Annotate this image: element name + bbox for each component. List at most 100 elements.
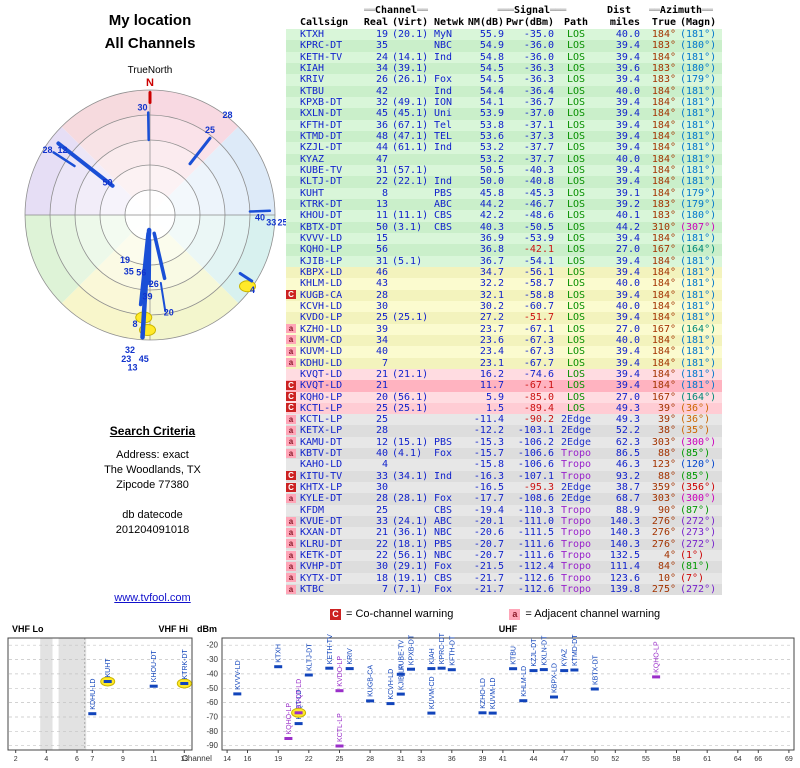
station-callsign-label: KCTL-LP	[337, 713, 344, 742]
station-row: C KCTL-LP 25 (25.1) 1.5 -89.4 LOS 49.3 39° (36°)	[286, 402, 722, 415]
power-dbm: -112.4	[517, 561, 554, 573]
distance-miles: 27.0	[615, 323, 640, 335]
distance-miles: 40.0	[615, 334, 640, 346]
tvfool-link[interactable]: www.tvfool.com	[114, 592, 191, 604]
station-signal-bar	[509, 667, 518, 671]
adjacent-channel-warning-icon: a	[286, 516, 296, 526]
virtual-channel: (57.1)	[392, 164, 429, 176]
search-criteria-title: Search Criteria	[109, 424, 196, 438]
distance-miles: 40.0	[615, 278, 640, 290]
station-callsign-label: KXLN-DT	[541, 635, 548, 666]
x-tick-label: 11	[150, 756, 157, 763]
power-dbm: -110.3	[517, 504, 554, 516]
warning-marker	[286, 210, 300, 221]
compass-sector	[24, 215, 150, 304]
noise-margin-db: 44.2	[479, 198, 504, 210]
azimuth-magnetic: (179°)	[680, 187, 717, 199]
x-tick-label: 41	[499, 756, 507, 763]
signal-path: LOS	[566, 164, 586, 176]
signal-path: Tropo	[560, 504, 592, 516]
x-tick-label: 55	[642, 756, 650, 763]
virtual-channel	[388, 199, 430, 210]
noise-margin-db: -21.7	[473, 572, 504, 584]
search-zipcode: Zipcode 77380	[116, 479, 189, 491]
signal-path: 2Edge	[560, 436, 592, 448]
highlight-marker	[239, 280, 256, 293]
azimuth-magnetic: (179°)	[680, 198, 717, 210]
station-signal-bar	[427, 711, 436, 715]
station-row: KLTJ-DT 22 (22.1) Ind 50.0 -40.8 LOS 39.4 184° (1…	[286, 176, 722, 188]
noise-margin-db: -20.1	[473, 516, 504, 528]
callsign: KITU-TV	[300, 470, 343, 482]
station-signal-bar	[396, 672, 405, 676]
header-bar: ═══	[497, 6, 514, 16]
warning-marker: a	[286, 448, 300, 459]
station-signal-bar	[570, 668, 579, 672]
virtual-channel: (3.1)	[392, 221, 423, 233]
warning-marker: a	[286, 335, 300, 346]
real-channel: 20	[375, 391, 388, 403]
noise-margin-db: 40.3	[479, 221, 504, 233]
real-channel: 28	[375, 425, 388, 437]
adjacent-channel-warning-icon: a	[286, 414, 296, 424]
station-signal-bar	[304, 673, 313, 677]
power-dbm: -36.3	[523, 74, 554, 86]
network: CBS	[434, 221, 453, 233]
warning-marker	[286, 222, 300, 233]
distance-miles: 39.4	[615, 119, 640, 131]
station-callsign-label: KBTX-DT	[592, 654, 599, 685]
distance-miles: 49.3	[615, 402, 640, 414]
real-channel: 28	[375, 493, 388, 505]
noise-margin-db: -15.3	[473, 436, 504, 448]
real-channel: 44	[375, 142, 388, 154]
warning-marker: a	[286, 437, 300, 448]
distance-miles: 49.3	[615, 414, 640, 426]
signal-path: Tropo	[560, 538, 592, 550]
noise-margin-db: 32.2	[479, 278, 504, 290]
power-dbm: -37.7	[523, 153, 554, 165]
noise-margin-db: 1.5	[485, 402, 504, 414]
co-channel-warning-icon: C	[286, 482, 296, 492]
station-row: KCVH-LD 30 30.2 -60.7 LOS 40.0 184° (181°)	[286, 300, 722, 313]
station-callsign-label: KPXB-DT	[409, 634, 416, 665]
station-row: KVVV-LD 15 36.9 -53.9 LOS 39.4 184° (181°)	[286, 232, 722, 245]
station-row: KIAH 34 (39.1) 54.5 -36.3 LOS 39.6 183° (180°)	[286, 62, 722, 75]
station-row: KXLN-DT 45 (45.1) Uni 53.9 -37.0 LOS 39.4 184° (1…	[286, 108, 722, 120]
virtual-channel: (18.1)	[392, 538, 429, 550]
distance-miles: 111.4	[609, 561, 640, 573]
distance-miles: 39.4	[615, 380, 640, 392]
network	[430, 392, 466, 403]
station-row: KUBE-TV 31 (57.1) 50.5 -40.3 LOS 39.4 184° (181°…	[286, 164, 722, 177]
azimuth-magnetic: (272°)	[680, 516, 717, 528]
callsign: KPXB-DT	[300, 96, 343, 108]
distance-miles: 39.4	[615, 164, 640, 176]
azimuth-magnetic: (272°)	[680, 584, 717, 596]
x-tick-label: 28	[366, 756, 374, 763]
distance-miles: 39.4	[615, 346, 640, 358]
band-title: VHF Hi	[158, 624, 188, 634]
network: Fox	[434, 561, 453, 573]
azimuth-true: 39°	[657, 414, 676, 426]
station-signal-bar	[103, 680, 112, 683]
azimuth-true: 184°	[651, 334, 676, 346]
network	[430, 165, 466, 176]
distance-miles: 27.0	[615, 391, 640, 403]
channel-number-label: 20	[164, 308, 174, 318]
azimuth-magnetic: (85°)	[680, 470, 711, 482]
header-group-azimuth: ══Azimuth══	[640, 5, 722, 17]
distance-miles: 132.5	[609, 550, 640, 562]
power-dbm: -67.7	[523, 357, 554, 369]
azimuth-magnetic: (300°)	[680, 436, 717, 448]
station-row: KVQT-LD 21 (21.1) 16.2 -74.6 LOS 39.4 184° (181°…	[286, 368, 722, 381]
azimuth-magnetic: (300°)	[680, 493, 717, 505]
real-channel: 30	[375, 561, 388, 573]
azimuth-true: 88°	[657, 448, 676, 460]
warning-marker	[286, 369, 300, 380]
report-subtitle: All Channels	[104, 35, 196, 52]
distance-miles: 38.7	[615, 482, 640, 494]
noise-margin-db: 32.1	[479, 289, 504, 301]
virtual-channel: (7.1)	[392, 584, 423, 596]
virtual-channel: (21.1)	[392, 368, 429, 380]
station-callsign-label: KIAH	[429, 648, 436, 664]
